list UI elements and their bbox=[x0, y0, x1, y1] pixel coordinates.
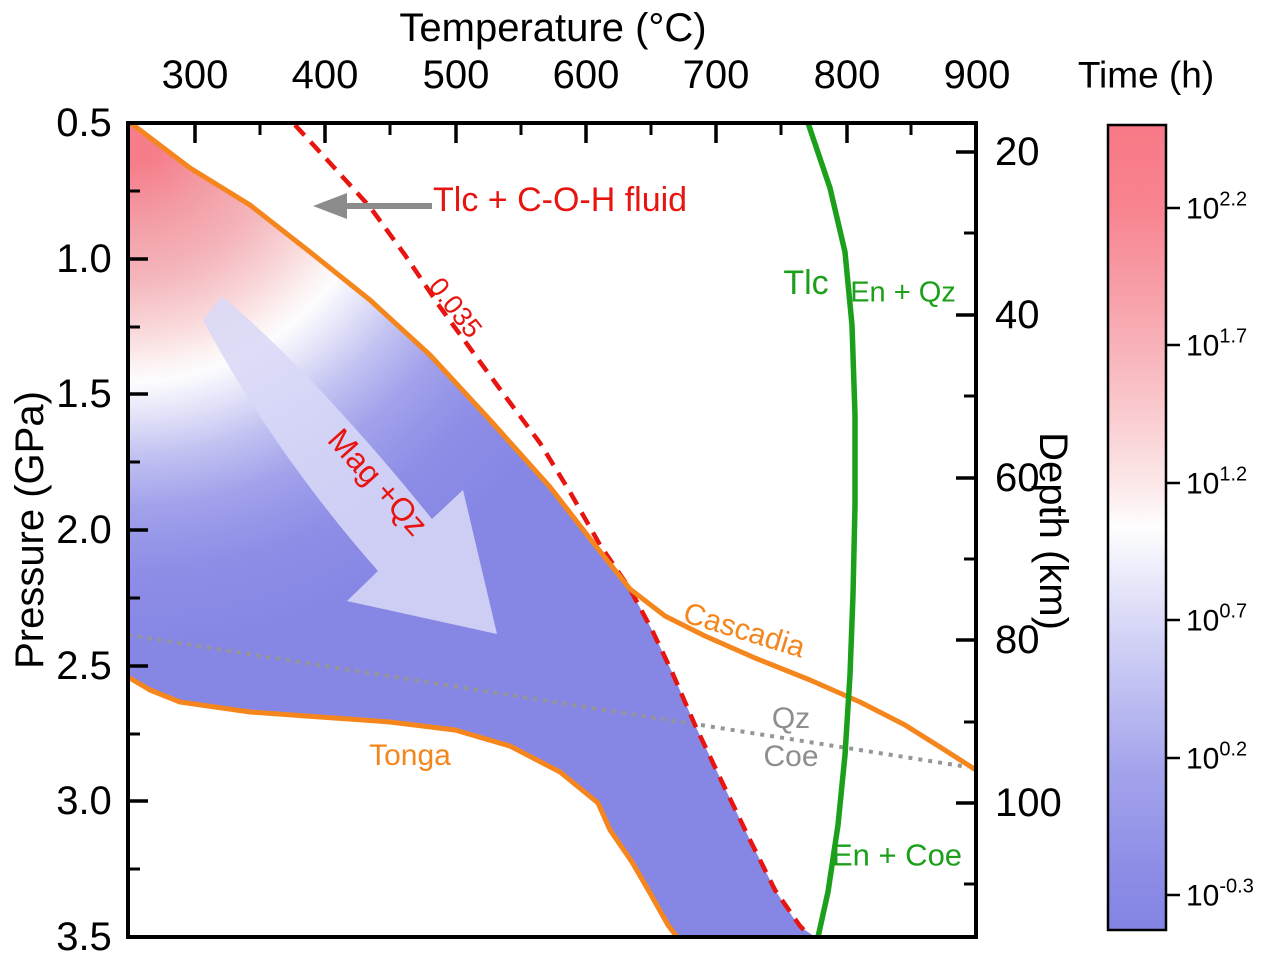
reaction-direction-arrow bbox=[203, 296, 497, 634]
depth-tick-40: 40 bbox=[995, 293, 1040, 337]
pressure-tick-1.0: 1.0 bbox=[56, 237, 112, 281]
colorbar-tick-label: 102.2 bbox=[1186, 188, 1248, 226]
cb-base: 10 bbox=[1186, 604, 1220, 638]
axes-frame bbox=[126, 121, 978, 939]
temperature-axis-title: Temperature (°C) bbox=[399, 6, 707, 50]
temp-tick-700: 700 bbox=[682, 53, 750, 97]
colorbar-tick-label: 101.7 bbox=[1186, 325, 1248, 363]
temp-tick-500: 500 bbox=[422, 53, 490, 97]
cb-base: 10 bbox=[1186, 192, 1220, 226]
talc-reaction-line bbox=[805, 123, 858, 937]
temperature-minor-ticks bbox=[258, 125, 913, 135]
colorbar-tick-label: 100.7 bbox=[1186, 600, 1248, 638]
cb-exp: 0.7 bbox=[1219, 600, 1248, 623]
cb-exp: 1.7 bbox=[1219, 325, 1248, 348]
pressure-tick-3.0: 3.0 bbox=[56, 779, 112, 823]
coe-label: Coe bbox=[763, 740, 819, 773]
pressure-tick-3.5: 3.5 bbox=[56, 915, 112, 959]
cb-exp: 2.2 bbox=[1219, 188, 1248, 211]
tonga-geotherm-line bbox=[128, 674, 679, 937]
qz-label: Qz bbox=[771, 702, 811, 735]
tonga-label: Tonga bbox=[369, 739, 451, 772]
temperature-major-ticks bbox=[193, 125, 849, 143]
cb-exp: 1.2 bbox=[1219, 463, 1248, 486]
colorbar-tick-label: 100.2 bbox=[1186, 738, 1248, 776]
en-qz-label: En + Qz bbox=[850, 276, 956, 309]
tlc-label: Tlc bbox=[783, 264, 829, 302]
cb-base: 10 bbox=[1186, 329, 1220, 363]
pressure-major-ticks bbox=[130, 257, 148, 803]
pressure-tick-2.5: 2.5 bbox=[56, 644, 112, 688]
depth-tick-20: 20 bbox=[995, 130, 1040, 174]
temp-tick-400: 400 bbox=[291, 53, 359, 97]
temp-tick-800: 800 bbox=[813, 53, 881, 97]
en-coe-label: En + Coe bbox=[831, 837, 963, 873]
pressure-tick-0.5: 0.5 bbox=[56, 101, 112, 145]
cb-exp: 0.2 bbox=[1219, 738, 1248, 761]
depth-tick-80: 80 bbox=[995, 618, 1040, 662]
colorbar-tick-label: 10-0.3 bbox=[1186, 875, 1254, 913]
colorbar bbox=[1106, 123, 1180, 932]
colorbar-ticks bbox=[1166, 206, 1180, 897]
colorbar-gradient bbox=[1106, 123, 1168, 932]
colorbar-tick-label: 101.2 bbox=[1186, 463, 1248, 501]
cb-base: 10 bbox=[1186, 742, 1220, 776]
depth-tick-100: 100 bbox=[995, 781, 1062, 825]
cascadia-geotherm-line bbox=[128, 123, 976, 773]
depth-tick-60: 60 bbox=[995, 456, 1040, 500]
depth-minor-ticks bbox=[964, 231, 974, 886]
pressure-tick-2.0: 2.0 bbox=[56, 508, 112, 552]
colorbar-title: Time (h) bbox=[1077, 54, 1215, 96]
pressure-minor-ticks bbox=[130, 189, 140, 871]
temp-tick-600: 600 bbox=[552, 53, 620, 97]
cb-base: 10 bbox=[1186, 467, 1220, 501]
fluid-direction-arrow-icon bbox=[313, 193, 432, 219]
pressure-tick-1.5: 1.5 bbox=[56, 372, 112, 416]
temp-tick-300: 300 bbox=[161, 53, 229, 97]
xco2-isopleth-line bbox=[293, 123, 812, 937]
depth-major-ticks bbox=[956, 150, 974, 805]
pressure-axis-title: Pressure (GPa) bbox=[8, 391, 52, 669]
qz-coe-transition-line bbox=[128, 633, 969, 769]
tlc-fluid-label: Tlc + C-O-H fluid bbox=[433, 181, 688, 219]
temp-tick-900: 900 bbox=[943, 53, 1011, 97]
cb-exp: -0.3 bbox=[1219, 875, 1254, 898]
cb-base: 10 bbox=[1186, 879, 1220, 913]
